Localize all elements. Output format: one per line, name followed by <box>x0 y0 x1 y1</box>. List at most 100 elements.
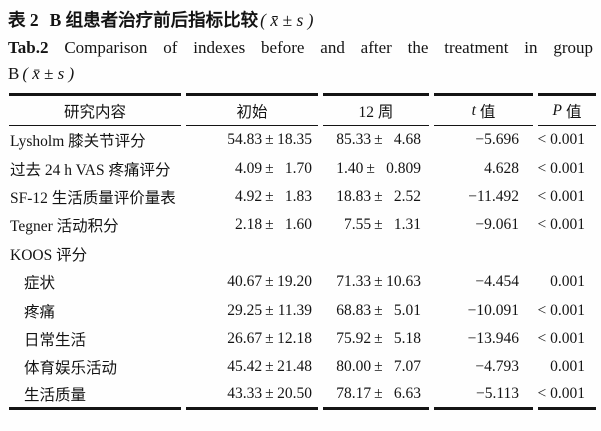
sd-integer: 1 <box>284 216 293 234</box>
sd-fraction: .01 <box>401 301 421 319</box>
sd-fraction: .50 <box>292 385 312 403</box>
t-value: −5.113 <box>434 382 533 410</box>
mean-value: 18.83 <box>336 187 372 205</box>
sd-fraction: .20 <box>292 273 312 291</box>
sd-fraction: .70 <box>292 159 312 177</box>
row-label: 生活质量 <box>9 382 181 410</box>
initial-value: 29.25 ±11.39 <box>186 296 318 324</box>
t-value: −13.946 <box>467 329 519 347</box>
mean-value: 4.92 <box>234 187 263 205</box>
t-value <box>434 240 533 268</box>
mean-value: 29.25 <box>227 301 263 319</box>
sd-fraction: .809 <box>393 159 421 177</box>
p-value: < 0.001 <box>537 187 586 205</box>
sd-integer: 1 <box>284 187 293 205</box>
sd-integer: 21 <box>277 358 293 376</box>
row-label: 症状 <box>24 275 56 293</box>
sd-integer: 20 <box>277 385 293 403</box>
table-row: 过去 24 h VAS 疼痛评分 4.09 ±1.70 1.40 ±0.809 4.628… <box>9 154 596 182</box>
sd-integer: 1 <box>393 216 402 234</box>
mean-value: 75.92 <box>336 329 372 347</box>
mean-value: 68.83 <box>336 301 372 319</box>
sd-fraction: .60 <box>292 216 312 234</box>
table-row: 症状 40.67 ±19.20 71.33 ±10.63 −4.454 0.001 <box>9 268 596 296</box>
sd-fraction: .52 <box>401 187 421 205</box>
row-label: SF-12 生活质量评价量表 <box>10 189 176 207</box>
week12-value: 68.83 ±5.01 <box>323 296 429 324</box>
p-value: < 0.001 <box>537 159 586 177</box>
initial-value: 26.67 ±12.18 <box>186 325 318 353</box>
p-value: 0.001 <box>550 358 585 376</box>
caption-en-stat: ( x̄ ± s ) <box>22 64 75 83</box>
row-label: Lysholm 膝关节评分 <box>10 133 146 151</box>
sd-integer: 2 <box>393 187 402 205</box>
plus-minus-sign: ± <box>265 301 274 319</box>
header-week12: 12 周 <box>323 93 429 126</box>
mean-value: 2.18 <box>234 216 263 234</box>
t-value: 4.628 <box>484 159 519 177</box>
mean-value: 40.67 <box>227 273 263 291</box>
plus-minus-sign: ± <box>374 358 383 376</box>
sd-integer: 6 <box>393 385 402 403</box>
caption-zh-number: 表 2 <box>8 10 39 30</box>
sd-fraction: .31 <box>401 216 421 234</box>
plus-minus-sign: ± <box>374 301 383 319</box>
week12-value: 18.83 ±2.52 <box>323 183 429 211</box>
sd-fraction: .63 <box>401 273 421 291</box>
plus-minus-sign: ± <box>374 216 383 234</box>
mean-value: 1.40 <box>336 159 364 177</box>
caption-en-line2: B( x̄ ± s ) <box>8 61 595 87</box>
sd-integer: 12 <box>277 329 293 347</box>
plus-minus-sign: ± <box>265 159 274 177</box>
header-t-symbol: t <box>471 101 476 119</box>
sd-integer: 1 <box>284 159 293 177</box>
caption-zh-stat: ( x̄ ± s ) <box>260 10 314 30</box>
sd-fraction: .39 <box>292 301 312 319</box>
p-value <box>538 240 596 268</box>
sd-fraction: .63 <box>401 385 421 403</box>
caption-en-line1: Tab.2 Comparison of indexes before and a… <box>8 34 595 61</box>
sd-integer: 5 <box>393 301 402 319</box>
mean-value: 4.09 <box>234 159 263 177</box>
row-label: 体育娱乐活动 <box>24 360 118 378</box>
initial-value: 54.83 ±18.35 <box>186 126 318 154</box>
plus-minus-sign: ± <box>265 385 274 403</box>
initial-value: 40.67 ±19.20 <box>186 268 318 296</box>
table-row: Lysholm 膝关节评分 54.83 ±18.35 85.33 ±4.68 −5.696… <box>9 126 596 154</box>
table-row: Tegner 活动积分 2.18 ±1.60 7.55 ±1.31 −9.061 < 0.0… <box>9 211 596 239</box>
sd-integer: 11 <box>277 301 293 319</box>
plus-minus-sign: ± <box>265 329 274 347</box>
table-body: Lysholm 膝关节评分 54.83 ±18.35 85.33 ±4.68 −5.696… <box>9 126 596 410</box>
p-value: < 0.001 <box>537 216 586 234</box>
p-value: 0.001 <box>550 273 585 291</box>
week12-value: 75.92 ±5.18 <box>323 325 429 353</box>
mean-value: 43.33 <box>227 385 263 403</box>
row-label: 疼痛 <box>24 303 56 321</box>
sd-fraction: .48 <box>292 358 312 376</box>
header-study-content: 研究内容 <box>9 93 181 126</box>
week12-value: 1.40 ±0.809 <box>323 154 429 182</box>
week12-value: 71.33 ±10.63 <box>323 268 429 296</box>
plus-minus-sign: ± <box>265 216 274 234</box>
table-row: KOOS 评分 <box>9 240 596 268</box>
p-value: < 0.001 <box>537 329 586 347</box>
initial-value <box>186 240 318 268</box>
t-value: −4.793 <box>475 358 519 376</box>
mean-value: 7.55 <box>343 216 372 234</box>
p-value: < 0.001 <box>537 131 586 149</box>
t-value: −11.492 <box>468 187 519 205</box>
plus-minus-sign: ± <box>374 385 383 403</box>
sd-integer: 18 <box>277 131 293 149</box>
initial-value: 2.18 ±1.60 <box>186 211 318 239</box>
sd-integer: 7 <box>393 358 402 376</box>
p-value: < 0.001 <box>538 382 596 410</box>
sd-integer: 5 <box>393 329 402 347</box>
initial-value: 4.09 ±1.70 <box>186 154 318 182</box>
week12-value: 78.17 ±6.63 <box>323 382 429 410</box>
table-row: SF-12 生活质量评价量表 4.92 ±1.83 18.83 ±2.52 −11.492… <box>9 183 596 211</box>
sd-integer: 19 <box>277 273 293 291</box>
